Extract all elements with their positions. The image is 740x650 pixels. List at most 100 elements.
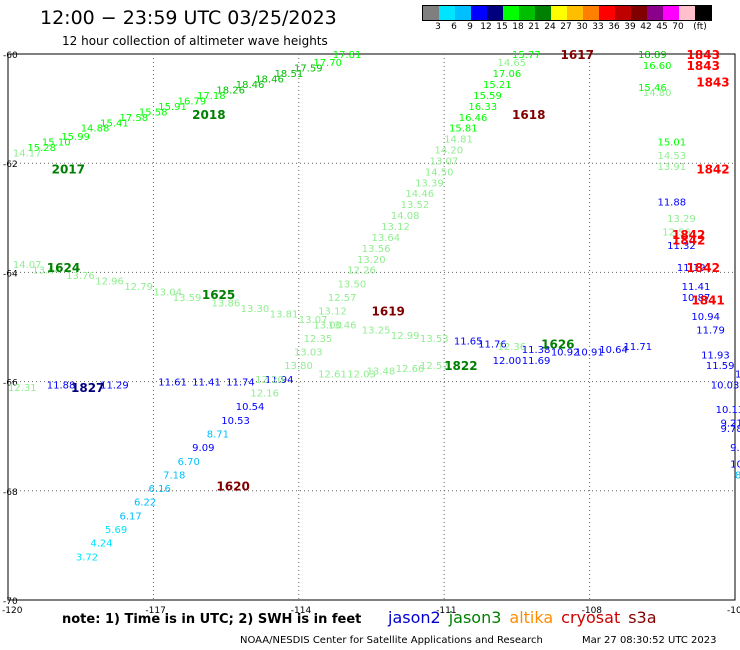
colorbar-swatch xyxy=(679,6,695,20)
lat-tick-label: -64 xyxy=(3,269,18,279)
time-label: 1822 xyxy=(444,359,477,373)
colorbar-swatch xyxy=(631,6,647,20)
time-label: 1843 xyxy=(687,48,720,62)
swh-value: 12.56 xyxy=(662,227,691,238)
swh-value: 12.96 xyxy=(95,277,124,288)
swh-value: 15.10 xyxy=(42,137,71,148)
axis-labels: -60 -62 -64 -66 -68 -70-120 -117 -114 -111 -108 -1… xyxy=(2,51,740,616)
time-label: 1841 xyxy=(691,294,724,308)
swh-value: 14.08 xyxy=(391,211,420,222)
swh-value: 12.00 xyxy=(493,356,522,367)
time-label: 1625 xyxy=(202,288,235,302)
swh-values: 17.8117.7017.5918.5118.4618.4618.2617.18… xyxy=(8,50,740,563)
swh-value: 9.36 xyxy=(730,443,740,454)
swh-value: 17.18 xyxy=(197,91,226,102)
time-label: 1843 xyxy=(696,75,729,89)
swh-value: 11.69 xyxy=(522,356,551,367)
swh-value: 8.71 xyxy=(207,429,229,440)
time-label: 1827 xyxy=(71,381,104,395)
legend-jason2: jason2 xyxy=(388,608,441,627)
swh-value: 15.59 xyxy=(473,91,502,102)
swh-value: 14.81 xyxy=(444,135,473,146)
colorbar-swatch xyxy=(487,6,503,20)
swh-value: 13.64 xyxy=(32,266,61,277)
time-label: 1618 xyxy=(512,108,545,122)
swh-value: 6.16 xyxy=(149,484,171,495)
swh-value: 15.91 xyxy=(158,102,187,113)
time-label: 1624 xyxy=(47,261,80,275)
swh-value: 18.51 xyxy=(275,69,304,80)
swh-value: 10.54 xyxy=(236,402,265,413)
satellite-legend: jason2 jason3 altika cryosat s3a xyxy=(388,608,665,627)
swh-value: 13.03 xyxy=(294,348,323,359)
lat-tick-label: -68 xyxy=(3,488,18,498)
colorbar-label: 45 xyxy=(656,22,668,32)
colorbar-label: 27 xyxy=(560,22,572,32)
swh-value: 12.36 xyxy=(498,342,527,353)
swh-value: 13.81 xyxy=(270,309,299,320)
swh-value: 12.16 xyxy=(250,389,279,400)
colorbar-swatch xyxy=(695,6,711,20)
swh-value: 17.70 xyxy=(313,58,342,69)
swh-value: 10.13 xyxy=(716,405,740,416)
swh-value: 9.78 xyxy=(720,424,740,435)
swh-value: 6.22 xyxy=(134,498,156,509)
colorbar-label: 70 xyxy=(672,22,684,32)
colorbar-swatch xyxy=(551,6,567,20)
swh-value: 13.56 xyxy=(362,244,391,255)
time-label: 1626 xyxy=(541,337,574,351)
lon-tick-label: -105 xyxy=(727,606,740,616)
swh-value: 15.28 xyxy=(27,143,56,154)
swh-value: 10.03 xyxy=(711,380,740,391)
colorbar-swatch xyxy=(471,6,487,20)
swh-value: 15.01 xyxy=(657,137,686,148)
time-label: 1842 xyxy=(672,228,705,242)
swh-value: 13.86 xyxy=(212,298,241,309)
colorbar-swatch xyxy=(663,6,679,20)
swh-value: 17.06 xyxy=(493,69,522,80)
swh-value: 3.72 xyxy=(76,552,98,563)
swh-value: 13.39 xyxy=(415,178,444,189)
swh-value: 11.19 xyxy=(677,263,706,274)
swh-value: 11.88 xyxy=(657,197,686,208)
colorbar-label: 9 xyxy=(467,22,473,32)
lon-tick-label: -108 xyxy=(582,606,603,616)
swh-value: 9.21 xyxy=(720,419,740,430)
swh-value: 12.57 xyxy=(420,361,449,372)
colorbar-label: 36 xyxy=(608,22,620,32)
swh-value: 13.52 xyxy=(401,200,430,211)
colorbar-swatch xyxy=(455,6,471,20)
colorbar-label: 39 xyxy=(624,22,636,32)
lat-tick-label: -62 xyxy=(3,160,18,170)
swh-value: 18.46 xyxy=(236,80,265,91)
colorbar-label: 12 xyxy=(480,22,492,32)
legend-s3a: s3a xyxy=(628,608,657,627)
colorbar-swatch xyxy=(567,6,583,20)
swh-value: 15.58 xyxy=(139,107,168,118)
colorbar-swatch xyxy=(439,6,455,20)
swh-value: 10.27 xyxy=(735,369,740,380)
swh-value: 18.89 xyxy=(638,50,667,61)
colorbar-swatch xyxy=(519,6,535,20)
swh-value: 6.70 xyxy=(178,457,200,468)
swh-value: 14.80 xyxy=(643,88,672,99)
colorbar-swatch xyxy=(423,6,439,20)
swh-value: 11.76 xyxy=(478,339,507,350)
swh-value: 14.17 xyxy=(13,148,42,159)
swh-value: 13.80 xyxy=(284,361,313,372)
swh-value: 13.00 xyxy=(313,320,342,331)
colorbar-label: 6 xyxy=(451,22,457,32)
lon-tick-label: -120 xyxy=(2,606,23,616)
time-label: 1843 xyxy=(687,59,720,73)
time-label: 1620 xyxy=(216,479,249,493)
lat-tick-label: -60 xyxy=(3,51,18,61)
swh-value: 11.61 xyxy=(158,378,187,389)
swh-value: 13.50 xyxy=(338,279,367,290)
lat-tick-label: -70 xyxy=(3,597,18,607)
swh-value: 17.59 xyxy=(294,64,323,75)
swh-value: 13.30 xyxy=(241,304,270,315)
swh-value: 13.53 xyxy=(420,334,449,345)
legend-jason3: jason3 xyxy=(448,608,502,627)
